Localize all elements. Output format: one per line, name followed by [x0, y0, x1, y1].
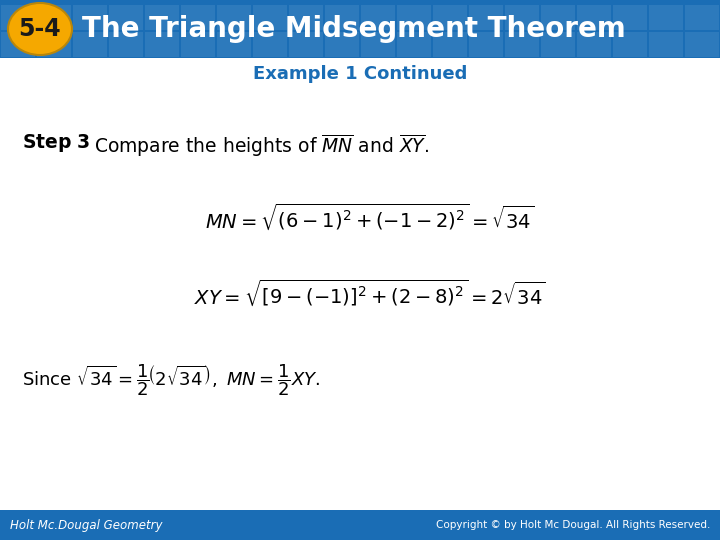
Text: $\mathit{MN} = \sqrt{(6-1)^2+(-1-2)^2} = \sqrt{34}$: $\mathit{MN} = \sqrt{(6-1)^2+(-1-2)^2} =… [205, 202, 535, 232]
Text: $\mathbf{Step\ 3}$: $\mathbf{Step\ 3}$ [22, 132, 90, 154]
Bar [685, 32, 719, 57]
Bar [109, 32, 143, 57]
Bar [289, 5, 323, 30]
Text: $\mathit{XY} = \sqrt{[9-(-1)]^2+(2-8)^2} = 2\sqrt{34}$: $\mathit{XY} = \sqrt{[9-(-1)]^2+(2-8)^2}… [194, 278, 546, 308]
Bar [469, 32, 503, 57]
Bar [0, 0, 720, 58]
Bar [145, 32, 179, 57]
Text: Example 1 Continued: Example 1 Continued [253, 65, 467, 83]
Ellipse shape [8, 3, 72, 55]
Bar [505, 32, 539, 57]
Bar [361, 5, 395, 30]
Bar [577, 5, 611, 30]
Bar [37, 32, 71, 57]
Bar [649, 5, 683, 30]
Bar [433, 5, 467, 30]
Bar [325, 32, 359, 57]
Bar [505, 5, 539, 30]
Bar [289, 32, 323, 57]
Bar [361, 32, 395, 57]
Text: Compare the heights of $\overline{MN}$ and $\overline{XY}$.: Compare the heights of $\overline{MN}$ a… [94, 132, 429, 159]
Bar [217, 32, 251, 57]
Bar [541, 32, 575, 57]
Bar [613, 5, 647, 30]
Bar [253, 32, 287, 57]
Bar [397, 5, 431, 30]
Bar [73, 32, 107, 57]
Bar [37, 5, 71, 30]
Bar [397, 32, 431, 57]
Bar [685, 5, 719, 30]
Bar [541, 5, 575, 30]
Bar [433, 32, 467, 57]
Bar [1, 5, 35, 30]
Bar [469, 5, 503, 30]
Bar [1, 32, 35, 57]
Bar [109, 5, 143, 30]
Text: 5-4: 5-4 [19, 17, 61, 41]
Bar [649, 32, 683, 57]
Text: Since $\sqrt{34} = \dfrac{1}{2}\!\left(2\sqrt{34}\right),\ \mathit{MN} = \dfrac{: Since $\sqrt{34} = \dfrac{1}{2}\!\left(2… [22, 362, 320, 398]
Bar [217, 5, 251, 30]
Bar [577, 32, 611, 57]
Bar [325, 5, 359, 30]
Text: Copyright © by Holt Mc Dougal. All Rights Reserved.: Copyright © by Holt Mc Dougal. All Right… [436, 520, 710, 530]
Bar [613, 32, 647, 57]
Bar [181, 5, 215, 30]
Bar [181, 32, 215, 57]
Bar [253, 5, 287, 30]
Bar [145, 5, 179, 30]
Text: Holt Mc.Dougal Geometry: Holt Mc.Dougal Geometry [10, 518, 163, 531]
Bar [0, 510, 720, 540]
Bar [73, 5, 107, 30]
Text: The Triangle Midsegment Theorem: The Triangle Midsegment Theorem [82, 15, 626, 43]
